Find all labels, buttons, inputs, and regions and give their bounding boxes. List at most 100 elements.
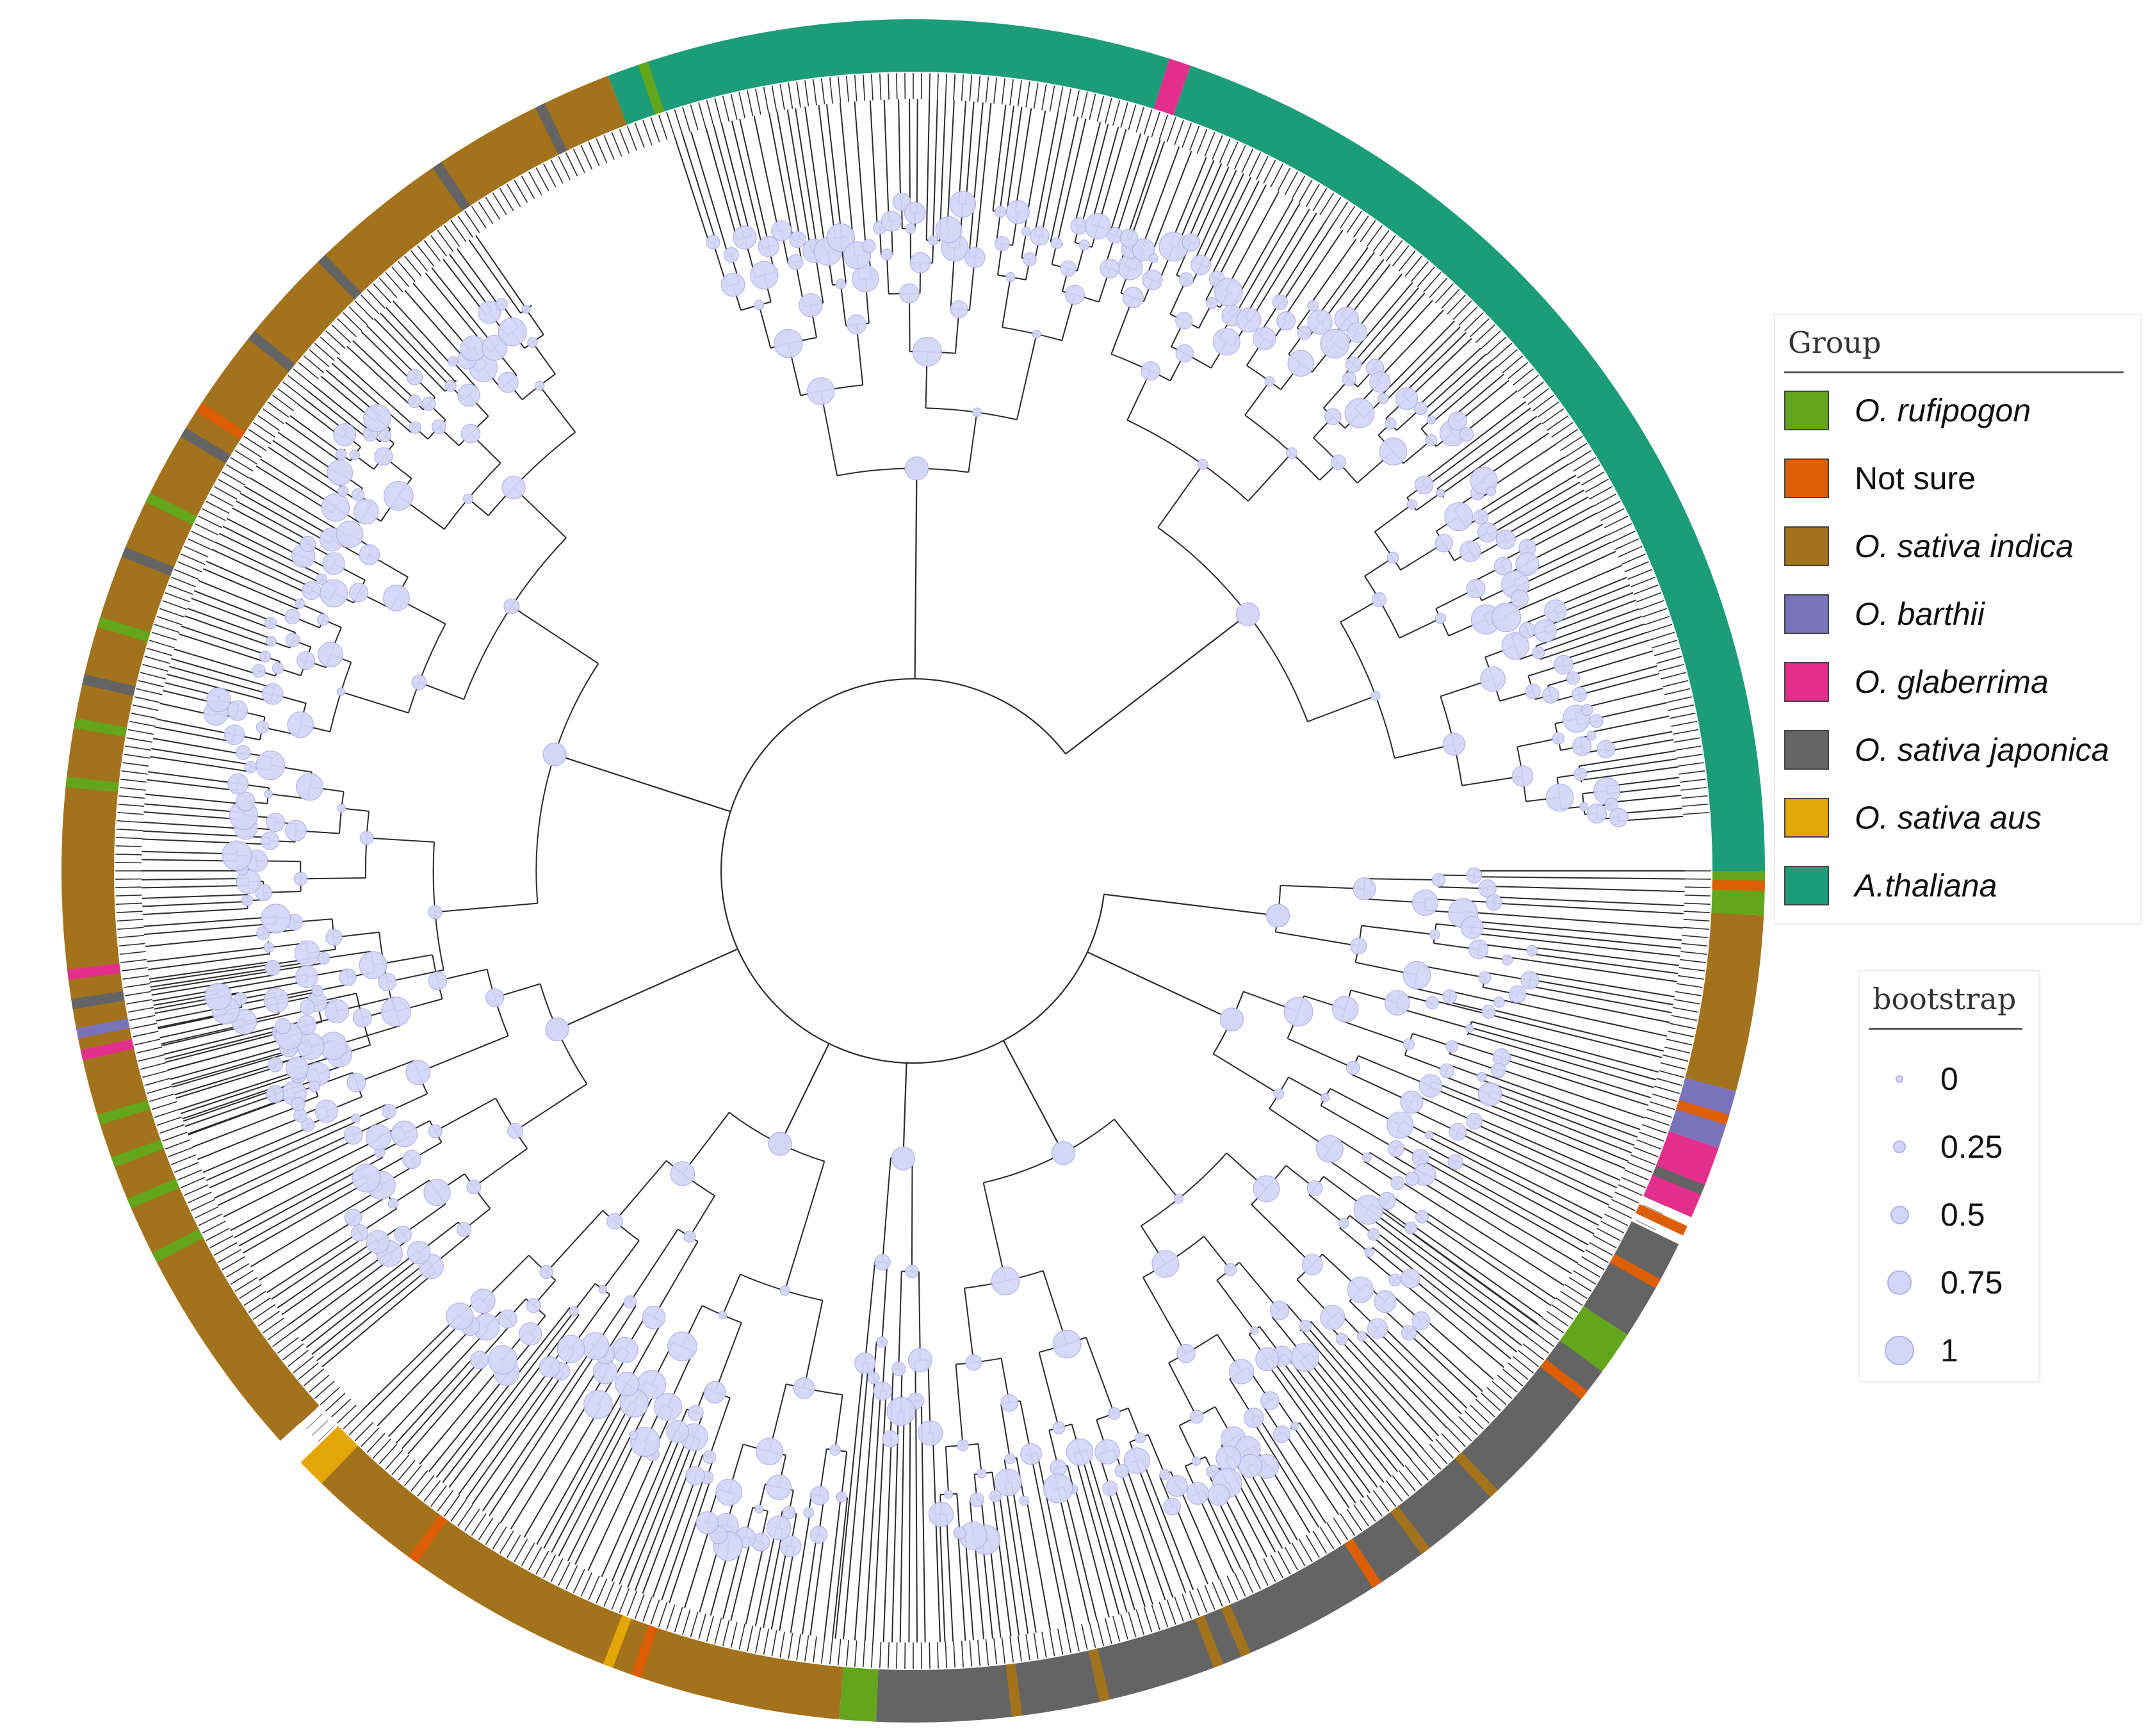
bootstrap-node bbox=[1609, 807, 1629, 827]
leaf-tick bbox=[730, 93, 738, 120]
leaf-branch bbox=[150, 968, 273, 988]
leaf-branch bbox=[144, 803, 244, 813]
bootstrap-node bbox=[266, 813, 286, 832]
leaf-branch bbox=[211, 549, 311, 595]
leaf-branch bbox=[1471, 932, 1680, 957]
leaf-branch bbox=[218, 533, 321, 583]
leaf-label-mark bbox=[1636, 1220, 1656, 1231]
leaf-branch bbox=[1430, 1131, 1603, 1219]
ring-stripe bbox=[248, 330, 295, 372]
leaf-branch bbox=[1269, 1356, 1371, 1493]
leaf-tick bbox=[754, 88, 761, 115]
bootstrap-node bbox=[1276, 311, 1296, 331]
leaf-branch bbox=[1540, 623, 1645, 660]
bootstrap-node bbox=[1100, 259, 1120, 279]
leaf-branch bbox=[601, 1455, 656, 1577]
leaf-tick bbox=[115, 886, 142, 888]
leaf-branch bbox=[1036, 1452, 1075, 1626]
leaf-branch bbox=[1085, 1450, 1135, 1610]
leaf-branch bbox=[1499, 1068, 1645, 1119]
leaf-tick bbox=[277, 388, 299, 405]
leaf-branch bbox=[1196, 1493, 1235, 1573]
leaf-tick bbox=[213, 1242, 238, 1256]
leaf-tick bbox=[151, 631, 177, 641]
leaf-tick bbox=[1392, 1475, 1410, 1497]
leaf-tick bbox=[862, 1641, 866, 1667]
leaf-branch bbox=[1499, 998, 1668, 1037]
leaf-branch bbox=[431, 267, 496, 348]
bootstrap-node bbox=[346, 1073, 366, 1092]
leaf-branch bbox=[947, 100, 955, 230]
leaf-tick bbox=[1522, 1343, 1545, 1361]
leaf-branch bbox=[1187, 163, 1223, 241]
bootstrap-node bbox=[854, 1352, 876, 1374]
bootstrap-node bbox=[670, 1161, 695, 1187]
leaf-branch bbox=[587, 1442, 648, 1571]
bootstrap-node bbox=[1525, 683, 1541, 699]
leaf-tick bbox=[116, 828, 143, 831]
leaf-tick bbox=[1452, 1422, 1472, 1441]
leaf-tick bbox=[1263, 159, 1276, 184]
leaf-tick bbox=[485, 1521, 501, 1545]
bootstrap-node bbox=[1004, 1453, 1016, 1464]
leaf-tick bbox=[1073, 1625, 1080, 1651]
leaf-tick bbox=[149, 1093, 175, 1102]
bootstrap-node bbox=[470, 1351, 489, 1370]
leaf-branch bbox=[175, 1066, 277, 1099]
bootstrap-node bbox=[886, 1397, 916, 1426]
bootstrap-node bbox=[1250, 1326, 1259, 1335]
leaf-tick bbox=[1333, 1518, 1349, 1541]
leaf-tick bbox=[1174, 120, 1184, 145]
clade-arc bbox=[329, 661, 352, 732]
internal-branch bbox=[630, 1229, 679, 1302]
bootstrap-node bbox=[1060, 260, 1077, 277]
bootstrap-node bbox=[1388, 1273, 1402, 1286]
leaf-branch bbox=[1516, 541, 1612, 588]
leaf-branch bbox=[1422, 353, 1487, 412]
bootstrap-node bbox=[899, 283, 920, 304]
leaf-tick bbox=[411, 250, 428, 272]
leaf-tick bbox=[198, 1213, 223, 1226]
bootstrap-node bbox=[316, 573, 327, 585]
leaf-tick bbox=[127, 729, 154, 735]
leaf-tick bbox=[1429, 277, 1448, 298]
leaf-tick bbox=[1120, 102, 1128, 128]
leaf-tick bbox=[1675, 745, 1702, 751]
leaf-tick bbox=[1497, 1374, 1518, 1393]
leaf-tick bbox=[191, 530, 216, 543]
leaf-branch bbox=[187, 608, 273, 640]
leaf-tick bbox=[1636, 1139, 1662, 1150]
clade-arc bbox=[1157, 526, 1308, 722]
bootstrap-node bbox=[291, 1096, 305, 1112]
leaf-branch bbox=[720, 123, 751, 236]
leaf-tick bbox=[140, 1062, 167, 1070]
bootstrap-node bbox=[374, 447, 393, 466]
leaf-tick bbox=[521, 175, 535, 199]
leaf-tick bbox=[134, 1039, 161, 1046]
leaf-tick bbox=[1212, 1582, 1223, 1607]
leaf-branch bbox=[1536, 608, 1639, 647]
bootstrap-node bbox=[782, 1505, 796, 1520]
leaf-tick bbox=[248, 428, 271, 444]
bootstrap-node bbox=[1350, 937, 1367, 955]
leaf-tick bbox=[1611, 1199, 1636, 1212]
bootstrap-node bbox=[1379, 437, 1408, 466]
bootstrap-node bbox=[284, 608, 300, 625]
leaf-tick bbox=[1666, 696, 1693, 703]
leaf-tick bbox=[126, 737, 153, 743]
leaf-tick bbox=[1017, 1635, 1022, 1662]
bootstrap-node bbox=[407, 394, 421, 409]
internal-branch bbox=[473, 1148, 528, 1188]
leaf-branch bbox=[1206, 177, 1252, 268]
leaf-branch bbox=[1413, 1327, 1484, 1392]
bootstrap-node bbox=[1238, 1454, 1262, 1478]
leaf-tick bbox=[165, 1139, 190, 1150]
bootstrap-legend-item: 0.5 bbox=[1869, 1184, 2029, 1248]
bootstrap-node bbox=[852, 265, 879, 293]
leaf-tick bbox=[1196, 129, 1208, 154]
leaf-branch bbox=[567, 1434, 632, 1562]
leaf-branch bbox=[898, 99, 902, 202]
bootstrap-node bbox=[507, 1123, 523, 1139]
leaf-branch bbox=[1371, 1236, 1517, 1352]
leaf-tick bbox=[1241, 149, 1254, 174]
